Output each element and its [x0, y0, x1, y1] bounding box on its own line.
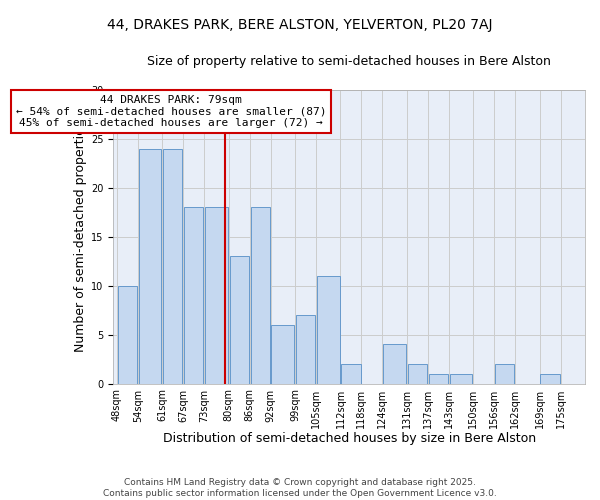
Bar: [495, 364, 514, 384]
Bar: [230, 256, 249, 384]
Text: 44, DRAKES PARK, BERE ALSTON, YELVERTON, PL20 7AJ: 44, DRAKES PARK, BERE ALSTON, YELVERTON,…: [107, 18, 493, 32]
Bar: [541, 374, 560, 384]
Bar: [408, 364, 427, 384]
Bar: [296, 315, 315, 384]
Title: Size of property relative to semi-detached houses in Bere Alston: Size of property relative to semi-detach…: [147, 55, 551, 68]
Bar: [205, 208, 228, 384]
Bar: [428, 374, 448, 384]
Bar: [251, 208, 270, 384]
Bar: [139, 148, 161, 384]
Bar: [163, 148, 182, 384]
Text: 44 DRAKES PARK: 79sqm
← 54% of semi-detached houses are smaller (87)
45% of semi: 44 DRAKES PARK: 79sqm ← 54% of semi-deta…: [16, 95, 326, 128]
Bar: [317, 276, 340, 384]
Bar: [449, 374, 472, 384]
X-axis label: Distribution of semi-detached houses by size in Bere Alston: Distribution of semi-detached houses by …: [163, 432, 536, 445]
Bar: [341, 364, 361, 384]
Bar: [184, 208, 203, 384]
Bar: [271, 325, 294, 384]
Bar: [383, 344, 406, 384]
Bar: [118, 286, 137, 384]
Text: Contains HM Land Registry data © Crown copyright and database right 2025.
Contai: Contains HM Land Registry data © Crown c…: [103, 478, 497, 498]
Y-axis label: Number of semi-detached properties: Number of semi-detached properties: [74, 121, 87, 352]
